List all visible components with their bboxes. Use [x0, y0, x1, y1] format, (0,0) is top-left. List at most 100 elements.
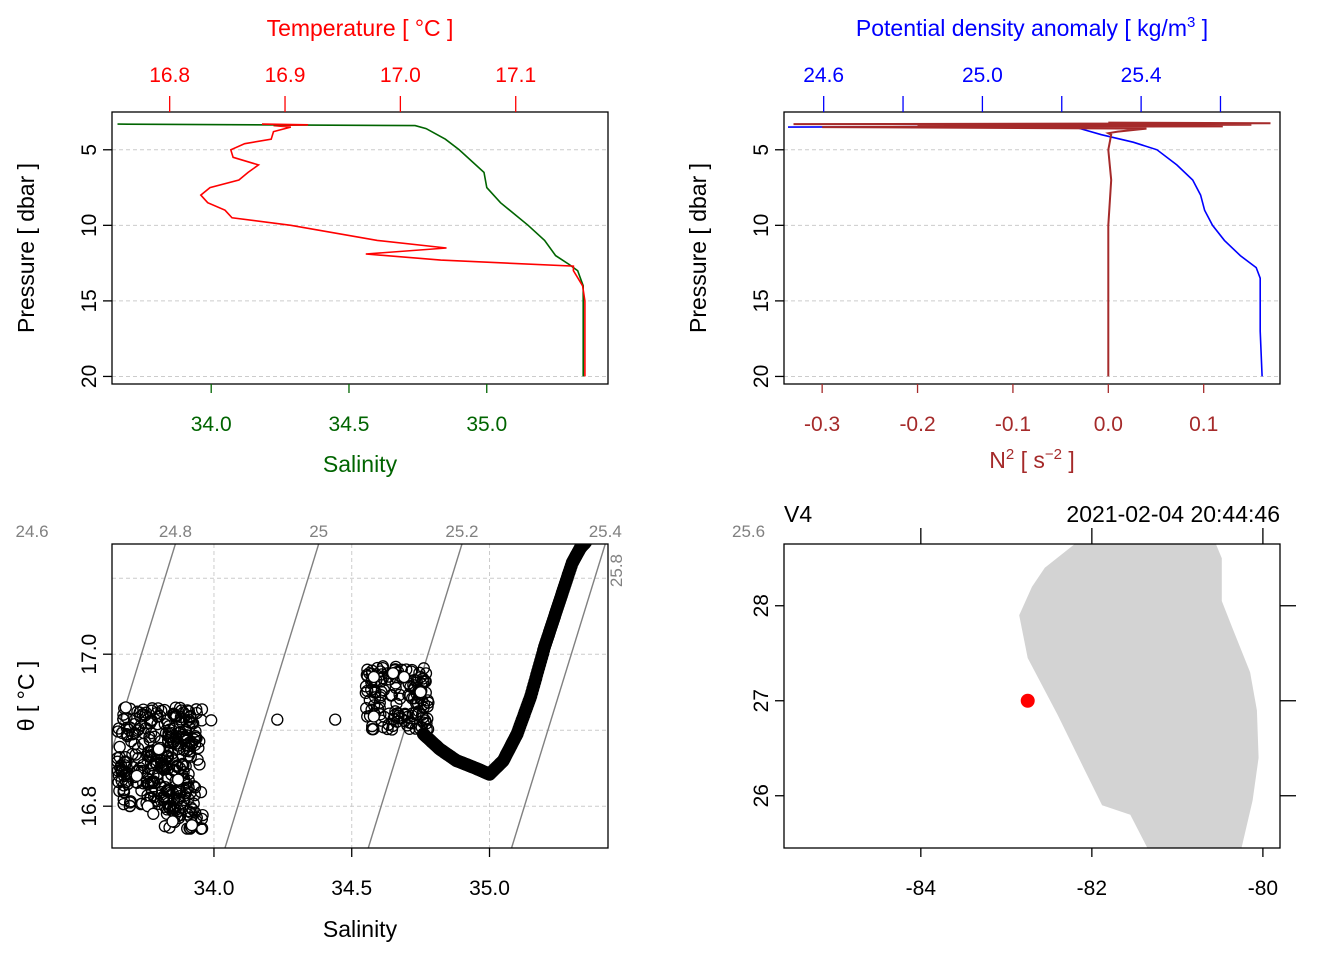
temperature-tick-label: 17.0 — [380, 64, 421, 87]
ts-point — [118, 755, 131, 769]
isopycnal-line — [510, 544, 606, 848]
ts-point — [579, 544, 592, 549]
ts-profile-panel: 5 10 15 20 16.8 16.9 17.0 17.1 34.0 34.5 35.0 Temp… — [13, 15, 609, 477]
ts-point — [161, 733, 175, 747]
ts-point — [405, 717, 418, 730]
ts-point — [179, 723, 193, 737]
ts-point — [421, 694, 434, 707]
y-tick-label: 5 — [78, 144, 101, 156]
ts-point — [417, 662, 430, 675]
x-tick-label: 34.5 — [331, 877, 372, 900]
n2-profile-line — [793, 121, 1271, 377]
ts-point — [166, 815, 179, 828]
land-polygon — [1019, 544, 1259, 848]
longitude-tick-label: -84 — [906, 877, 937, 900]
ts-point — [124, 721, 137, 734]
ts-point — [415, 708, 429, 721]
salinity-tick-label: 34.0 — [191, 413, 232, 436]
y-tick-label: 20 — [78, 365, 101, 388]
ts-point — [123, 799, 137, 813]
ts-point — [416, 672, 430, 685]
latitude-tick-label: 26 — [750, 784, 773, 807]
n2-tick-label: -0.2 — [899, 413, 935, 436]
ts-point — [189, 725, 202, 738]
ts-point — [171, 773, 185, 786]
ts-point — [414, 686, 427, 699]
y-tick-label: 15 — [750, 289, 773, 312]
density-profile-frame — [783, 111, 1281, 385]
density-profile-lines — [787, 121, 1271, 377]
isopycnal-label: 25.4 — [589, 522, 622, 541]
ts-point — [180, 781, 193, 794]
ts-point — [188, 781, 202, 794]
ts-point — [168, 709, 182, 723]
ts-point — [166, 707, 180, 721]
temperature-tick-label: 16.9 — [265, 64, 306, 87]
ts-point — [188, 738, 202, 751]
ts-diagram-ticks: 34.0 34.5 35.0 16.8 17.0 — [78, 634, 510, 900]
ts-point — [133, 706, 146, 719]
longitude-tick-label: -82 — [1077, 877, 1107, 900]
ts-point — [152, 743, 165, 756]
ts-point — [367, 670, 380, 684]
density-profile-panel: 5 10 15 20 24.6 25.0 25.4 -0.3 -0.2 -0.1 0.0 0.1 Po… — [685, 14, 1281, 473]
y-tick-label: 15 — [78, 289, 101, 312]
density-tick-label: 24.6 — [803, 64, 844, 87]
isopycnal-line — [112, 544, 177, 753]
density-profile-ticks: 5 10 15 20 24.6 25.0 25.4 -0.3 -0.2 -0.1 0.0 0.1 — [750, 64, 1222, 436]
ts-point — [121, 730, 134, 743]
station-map-panel: -84 -82 -80 26 27 28 V4 2021-02-04 20:44:46 — [750, 501, 1296, 900]
ts-point — [187, 733, 201, 746]
ts-point — [165, 731, 178, 744]
ts-point — [179, 760, 192, 773]
temperature-profile-line — [199, 123, 586, 377]
ts-point — [271, 713, 284, 726]
ts-point — [172, 792, 185, 805]
y-tick-label: 20 — [750, 365, 773, 388]
temperature-tick-label: 16.8 — [149, 64, 190, 87]
ts-point — [169, 701, 182, 714]
pressure-axis-title: Pressure [ dbar ] — [13, 163, 39, 333]
y-tick-label: 17.0 — [78, 634, 101, 675]
ts-point — [119, 701, 132, 714]
ts-point — [188, 788, 201, 802]
y-tick-label: 16.8 — [78, 786, 101, 827]
ts-point — [397, 670, 411, 684]
ts-point — [191, 753, 204, 766]
pressure-axis-title-2: Pressure [ dbar ] — [685, 163, 711, 333]
ts-point — [113, 740, 126, 754]
salinity-tick-label: 35.0 — [466, 413, 507, 436]
ts-point — [166, 747, 179, 760]
isopycnal-line — [224, 544, 320, 848]
ts-point — [117, 785, 130, 799]
ts-point — [142, 777, 155, 791]
ts-point — [137, 703, 150, 716]
ts-point — [329, 713, 342, 726]
ts-point — [391, 707, 405, 720]
ts-point — [369, 685, 382, 698]
isopycnal-label: 25 — [309, 522, 328, 541]
ts-point — [184, 709, 197, 723]
ts-diagram-points — [112, 544, 592, 835]
ts-point — [117, 797, 130, 811]
y-tick-label: 5 — [750, 144, 773, 156]
ts-point — [403, 722, 416, 735]
n2-tick-label: 0.1 — [1189, 413, 1218, 436]
ts-diagram-grid — [112, 544, 608, 848]
map-frame — [783, 543, 1281, 849]
ts-point — [384, 689, 398, 702]
ts-point — [381, 722, 394, 736]
ts-point — [143, 730, 156, 744]
salinity-axis-title: Salinity — [323, 451, 398, 477]
ts-point — [195, 703, 209, 716]
ts-point — [126, 728, 139, 741]
y-tick-label: 10 — [78, 214, 101, 237]
ts-point — [393, 688, 406, 701]
isopycnal-line — [798, 544, 892, 848]
density-tick-label: 25.4 — [1121, 64, 1162, 87]
x-tick-label: 35.0 — [469, 877, 510, 900]
station-dot — [1020, 693, 1035, 708]
latitude-tick-label: 28 — [750, 594, 773, 617]
